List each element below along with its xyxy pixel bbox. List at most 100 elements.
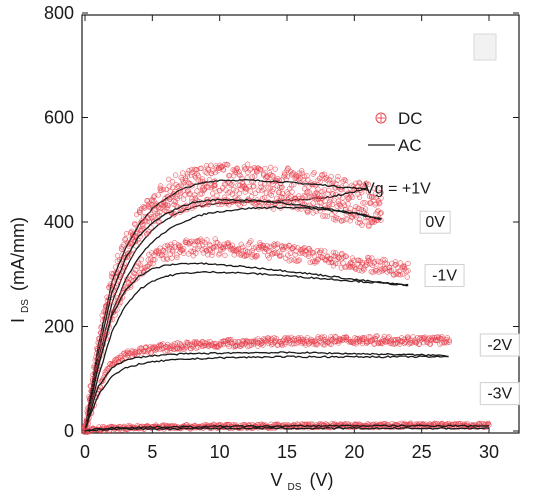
x-tick-label: 5 xyxy=(147,442,157,462)
dc-point xyxy=(378,210,384,216)
dc-point xyxy=(172,211,178,217)
dc-point xyxy=(311,169,317,176)
dc-point xyxy=(326,187,332,194)
dc-point xyxy=(123,231,130,237)
dc-point xyxy=(160,256,167,262)
dc-point xyxy=(180,170,186,176)
dc-point xyxy=(365,181,372,188)
dc-point xyxy=(225,240,232,246)
dc-point xyxy=(114,253,121,259)
dc-point xyxy=(144,230,150,237)
dc-point xyxy=(187,181,194,187)
dc-point xyxy=(401,264,408,270)
dc-point xyxy=(148,224,154,231)
x-label-unit: (V) xyxy=(309,470,333,490)
x-axis: 0 5 10 15 20 25 30 xyxy=(80,15,499,462)
dc-point xyxy=(413,340,420,346)
dc-point xyxy=(229,181,235,187)
ac-curve-upper xyxy=(84,424,490,432)
series-vg--1V xyxy=(81,236,411,432)
dc-point xyxy=(182,346,188,352)
dc-point xyxy=(186,191,192,197)
ac-curve-upper xyxy=(84,178,368,432)
dc-point xyxy=(276,189,282,196)
dc-point xyxy=(268,164,274,171)
y-label-sub: DS xyxy=(20,299,31,313)
dc-point xyxy=(136,240,143,246)
dc-point xyxy=(131,270,138,277)
dc-point xyxy=(235,182,241,188)
dc-point xyxy=(199,176,206,182)
dc-point xyxy=(198,165,204,172)
dc-point xyxy=(321,334,327,340)
x-tick-label: 0 xyxy=(80,442,90,462)
dc-point xyxy=(322,248,328,254)
dc-point xyxy=(286,242,292,249)
dc-point xyxy=(446,339,452,345)
corner-widget xyxy=(473,33,497,61)
dc-point xyxy=(340,260,346,266)
dc-point xyxy=(397,260,404,266)
dc-point xyxy=(305,253,312,260)
dc-point xyxy=(355,205,361,211)
ac-curve-lower xyxy=(84,355,449,432)
dc-point xyxy=(287,250,294,256)
dc-point xyxy=(281,195,287,201)
x-tick-label: 30 xyxy=(479,442,499,462)
dc-point xyxy=(171,240,178,246)
legend-dc-marker xyxy=(375,112,387,124)
dc-point xyxy=(230,173,237,179)
dc-point xyxy=(301,173,307,179)
dc-point xyxy=(328,196,334,202)
dc-point xyxy=(119,244,125,250)
dc-point xyxy=(244,161,251,167)
dc-point xyxy=(115,355,121,361)
dc-point xyxy=(311,253,318,259)
y-label-main: I xyxy=(8,318,28,323)
dc-point xyxy=(237,172,243,179)
dc-point xyxy=(324,213,331,219)
dc-point xyxy=(247,188,254,194)
annotations: Vg = +1V 0V -1V -2V -3V xyxy=(364,180,520,406)
legend-dc-label: DC xyxy=(398,109,423,128)
dc-point xyxy=(153,346,159,353)
dc-point xyxy=(266,255,272,261)
dc-point xyxy=(128,241,134,247)
dc-point xyxy=(304,209,311,216)
dc-point xyxy=(267,185,273,191)
dc-point xyxy=(155,192,161,198)
svg-text:I DS (mA/mm): I DS (mA/mm) xyxy=(8,217,32,323)
dc-point xyxy=(196,184,203,190)
dc-point xyxy=(208,162,214,168)
dc-point xyxy=(191,241,197,248)
dc-point xyxy=(359,340,366,347)
dc-point xyxy=(224,161,230,168)
dc-point xyxy=(334,203,340,209)
x-axis-title: V DS (V) xyxy=(271,470,334,493)
dc-point xyxy=(292,252,298,258)
dc-point xyxy=(194,188,200,194)
dc-point xyxy=(338,256,345,262)
dc-point xyxy=(274,241,281,247)
series-vg--2V xyxy=(82,333,453,433)
dc-point xyxy=(208,170,214,177)
dc-point xyxy=(146,251,152,258)
dc-point xyxy=(216,252,222,258)
dc-point xyxy=(137,209,143,216)
series-vg-+1V xyxy=(81,161,384,432)
dc-point xyxy=(322,198,328,204)
dc-point xyxy=(249,248,255,254)
dc-point xyxy=(253,253,260,259)
dc-point xyxy=(138,256,145,263)
dc-point xyxy=(362,200,368,206)
dc-point xyxy=(227,172,233,179)
dc-point xyxy=(189,205,195,211)
ac-curve-lower xyxy=(84,270,409,432)
dc-point xyxy=(342,177,349,184)
y-tick-label: 400 xyxy=(44,212,74,232)
gate-annotation: Vg = +1V xyxy=(364,180,431,197)
dc-point xyxy=(182,175,189,182)
dc-point xyxy=(149,197,156,204)
dc-point xyxy=(263,190,270,196)
dc-point xyxy=(260,186,267,192)
